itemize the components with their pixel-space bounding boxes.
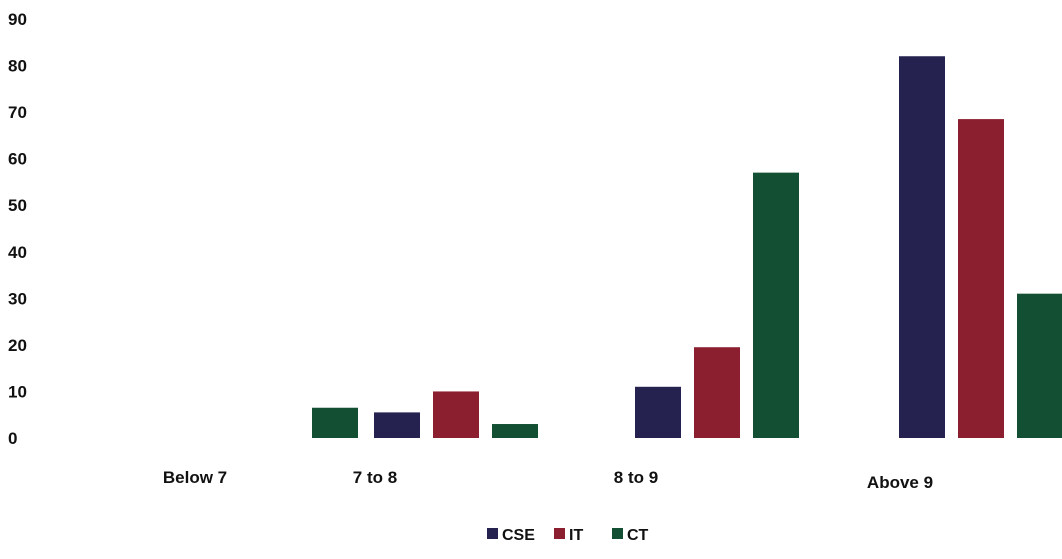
x-tick-label: 8 to 9 <box>614 468 658 487</box>
y-tick-label: 10 <box>8 382 27 401</box>
y-tick-label: 0 <box>8 429 17 448</box>
bar-it-2 <box>694 347 740 438</box>
bar-ct-0 <box>312 407 358 438</box>
y-tick-label: 40 <box>8 243 27 262</box>
legend-swatch-ct <box>612 528 623 539</box>
y-tick-label: 30 <box>8 289 27 308</box>
x-tick-label: 7 to 8 <box>353 468 397 487</box>
x-axis: Below 7 7 to 8 8 to 9 Above 9 <box>163 468 933 492</box>
bar-cse-3 <box>899 56 945 438</box>
bar-ct-1 <box>492 424 538 438</box>
y-axis: 0 10 20 30 40 50 60 70 80 90 <box>8 10 27 448</box>
y-tick-label: 80 <box>8 57 27 76</box>
legend-swatch-it <box>554 528 565 539</box>
legend-label-it: IT <box>569 527 583 544</box>
y-tick-label: 20 <box>8 336 27 355</box>
bar-cse-1 <box>374 412 420 438</box>
legend: CSE IT CT <box>487 527 649 544</box>
bar-ct-2 <box>753 172 799 438</box>
bar-cse-2 <box>635 386 681 438</box>
y-tick-label: 50 <box>8 196 27 215</box>
y-tick-label: 60 <box>8 150 27 169</box>
x-tick-label: Below 7 <box>163 468 227 487</box>
y-tick-label: 70 <box>8 103 27 122</box>
y-tick-label: 90 <box>8 10 27 29</box>
bars <box>312 56 1062 438</box>
legend-label-ct: CT <box>627 527 649 544</box>
bar-ct-3 <box>1017 293 1062 438</box>
legend-label-cse: CSE <box>502 527 535 544</box>
bar-it-3 <box>958 119 1004 438</box>
x-tick-label: Above 9 <box>867 473 933 492</box>
legend-swatch-cse <box>487 528 498 539</box>
bar-it-1 <box>433 391 479 438</box>
